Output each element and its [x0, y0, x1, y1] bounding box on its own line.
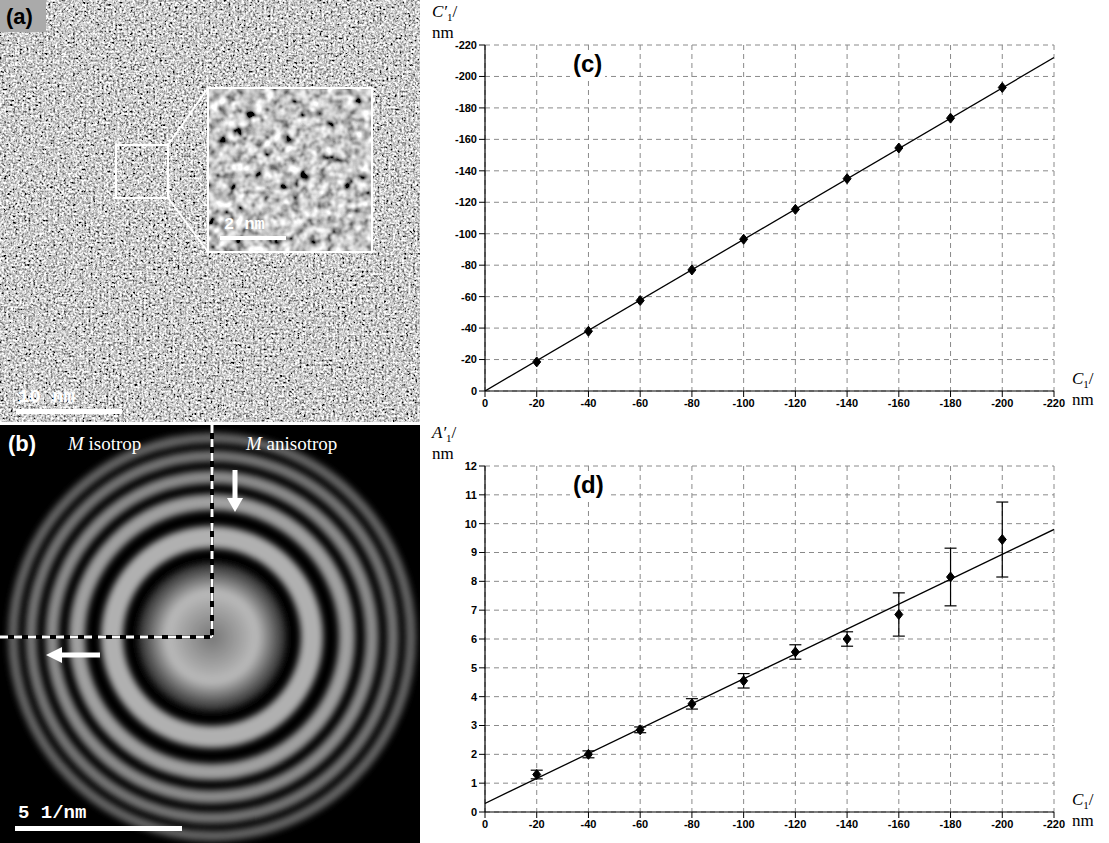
- svg-text:12: 12: [465, 460, 477, 472]
- html-text:(d): (d): [573, 471, 604, 498]
- html-text:C1/: C1/: [1072, 790, 1094, 811]
- svg-text:5 1/nm: 5 1/nm: [18, 802, 86, 824]
- svg-text:-160: -160: [888, 397, 910, 409]
- svg-text:4: 4: [471, 691, 478, 703]
- svg-text:-200: -200: [991, 397, 1013, 409]
- svg-text:0: 0: [482, 818, 488, 830]
- html-text:C′1/: C′1/: [432, 2, 458, 23]
- svg-text:-60: -60: [632, 818, 648, 830]
- svg-text:7: 7: [471, 604, 477, 616]
- svg-text:-20: -20: [461, 353, 477, 365]
- svg-text:-80: -80: [461, 259, 477, 271]
- svg-text:3: 3: [471, 719, 477, 731]
- svg-text:-220: -220: [455, 39, 477, 51]
- html-text:A′1/: A′1/: [432, 423, 457, 444]
- svg-text:-140: -140: [455, 165, 477, 177]
- svg-text:-180: -180: [940, 818, 962, 830]
- svg-text:-160: -160: [888, 818, 910, 830]
- svg-text:-40: -40: [461, 322, 477, 334]
- svg-text:0: 0: [471, 385, 477, 397]
- html-text:nm: nm: [1072, 390, 1094, 409]
- html-text:nm: nm: [432, 444, 454, 463]
- svg-text:-180: -180: [455, 102, 477, 114]
- svg-text:2 nm: 2 nm: [224, 215, 265, 234]
- svg-text:-160: -160: [455, 133, 477, 145]
- svg-text:M anisotrop: M anisotrop: [245, 433, 337, 454]
- svg-text:-100: -100: [455, 228, 477, 240]
- html-text:C1/: C1/: [1072, 369, 1094, 390]
- svg-text:-140: -140: [836, 397, 858, 409]
- svg-text:-20: -20: [529, 818, 545, 830]
- svg-text:-60: -60: [632, 397, 648, 409]
- html-text:(c): (c): [573, 50, 603, 77]
- svg-text:-140: -140: [836, 818, 858, 830]
- svg-text:-180: -180: [940, 397, 962, 409]
- svg-text:9: 9: [471, 546, 477, 558]
- svg-text:0: 0: [471, 806, 477, 818]
- svg-text:-220: -220: [1043, 818, 1065, 830]
- html-text:nm: nm: [1072, 811, 1094, 830]
- svg-text:2: 2: [471, 748, 477, 760]
- svg-text:-220: -220: [1043, 397, 1065, 409]
- svg-text:10 nm: 10 nm: [18, 386, 75, 408]
- svg-text:8: 8: [471, 575, 477, 587]
- svg-text:-100: -100: [733, 818, 755, 830]
- svg-text:6: 6: [471, 633, 477, 645]
- svg-text:M isotrop: M isotrop: [67, 433, 141, 454]
- svg-text:-60: -60: [461, 291, 477, 303]
- svg-text:-20: -20: [529, 397, 545, 409]
- svg-text:-200: -200: [991, 818, 1013, 830]
- svg-text:-100: -100: [733, 397, 755, 409]
- svg-text:(b): (b): [8, 431, 36, 456]
- svg-text:-40: -40: [581, 397, 597, 409]
- svg-text:10: 10: [465, 518, 477, 530]
- svg-text:-200: -200: [455, 70, 477, 82]
- svg-text:5: 5: [471, 662, 477, 674]
- svg-text:-120: -120: [784, 818, 806, 830]
- svg-text:-120: -120: [784, 397, 806, 409]
- svg-text:11: 11: [465, 489, 477, 501]
- svg-text:(a): (a): [6, 4, 33, 29]
- svg-text:1: 1: [471, 777, 477, 789]
- html-text:nm: nm: [432, 23, 454, 42]
- svg-text:0: 0: [482, 397, 488, 409]
- svg-text:-120: -120: [455, 196, 477, 208]
- svg-text:-80: -80: [684, 397, 700, 409]
- svg-text:-40: -40: [581, 818, 597, 830]
- svg-text:-80: -80: [684, 818, 700, 830]
